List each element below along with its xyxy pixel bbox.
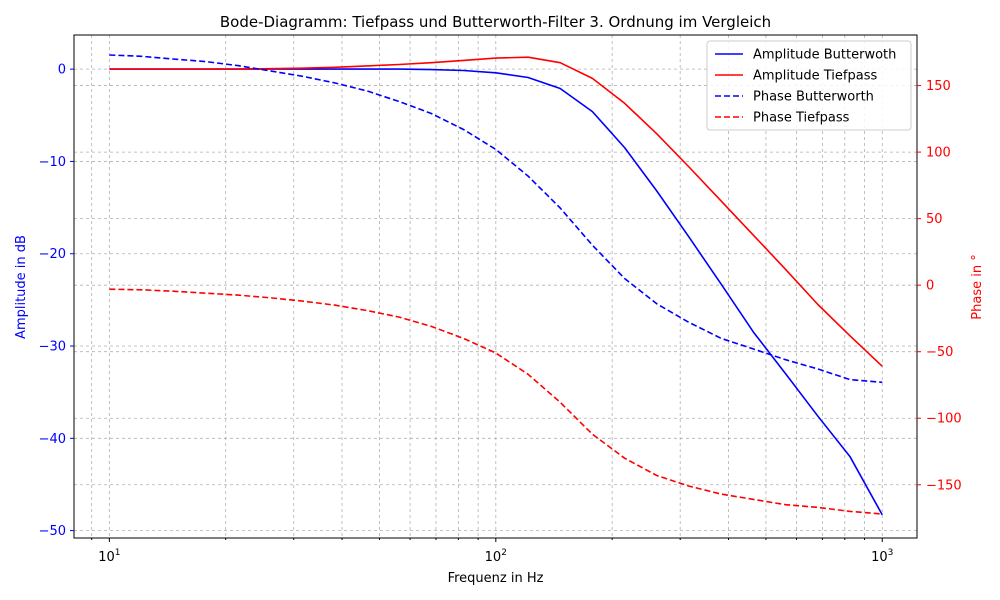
legend-label: Amplitude Butterwoth (753, 48, 896, 63)
y-right-ticks: 150 100 50 0 −50 −100 −150 (917, 79, 962, 493)
y-right-tick-label: 150 (926, 79, 951, 94)
series-line-0 (109, 68, 883, 516)
y-left-tick-label: −30 (39, 340, 66, 355)
y-axis-label-right: Phase in ° (970, 254, 985, 319)
y-right-tick-label: −100 (926, 412, 962, 427)
y-left-tick-label: −50 (39, 524, 66, 539)
series-line-1 (109, 56, 883, 367)
y-right-tick-label: 0 (926, 279, 934, 294)
legend-label: Amplitude Tiefpass (753, 69, 877, 84)
legend-box (706, 40, 912, 131)
y-axis-label-left: Amplitude in dB (14, 235, 29, 339)
y-right-tick-label: 100 (926, 146, 951, 161)
x-axis-label: Frequenz in Hz (448, 571, 544, 586)
chart-title: Bode-Diagramm: Tiefpass und Butterworth-… (220, 13, 771, 31)
x-tick-label: 103 (871, 548, 893, 565)
grid-lines (74, 35, 917, 538)
x-tick-label: 102 (485, 548, 507, 565)
y-right-tick-label: −150 (926, 478, 962, 493)
y-left-tick-label: −40 (39, 432, 66, 447)
y-left-tick-label: −20 (39, 247, 66, 262)
y-left-tick-label: 0 (58, 63, 66, 78)
y-left-tick-label: −10 (39, 155, 66, 170)
x-ticks: 101 102 103 (91, 538, 893, 565)
series-line-3 (109, 288, 883, 515)
legend-label: Phase Tiefpass (753, 111, 850, 126)
x-tick-label: 101 (98, 548, 120, 565)
y-right-tick-label: 50 (926, 212, 943, 227)
y-left-ticks: 0 −10 −20 −30 −40 −50 (39, 63, 74, 539)
legend-label: Phase Butterworth (753, 90, 874, 105)
y-right-tick-label: −50 (926, 345, 953, 360)
legend: Amplitude Butterwoth Amplitude Tiefpass Ph… (706, 40, 912, 131)
series-line-2 (109, 54, 883, 384)
